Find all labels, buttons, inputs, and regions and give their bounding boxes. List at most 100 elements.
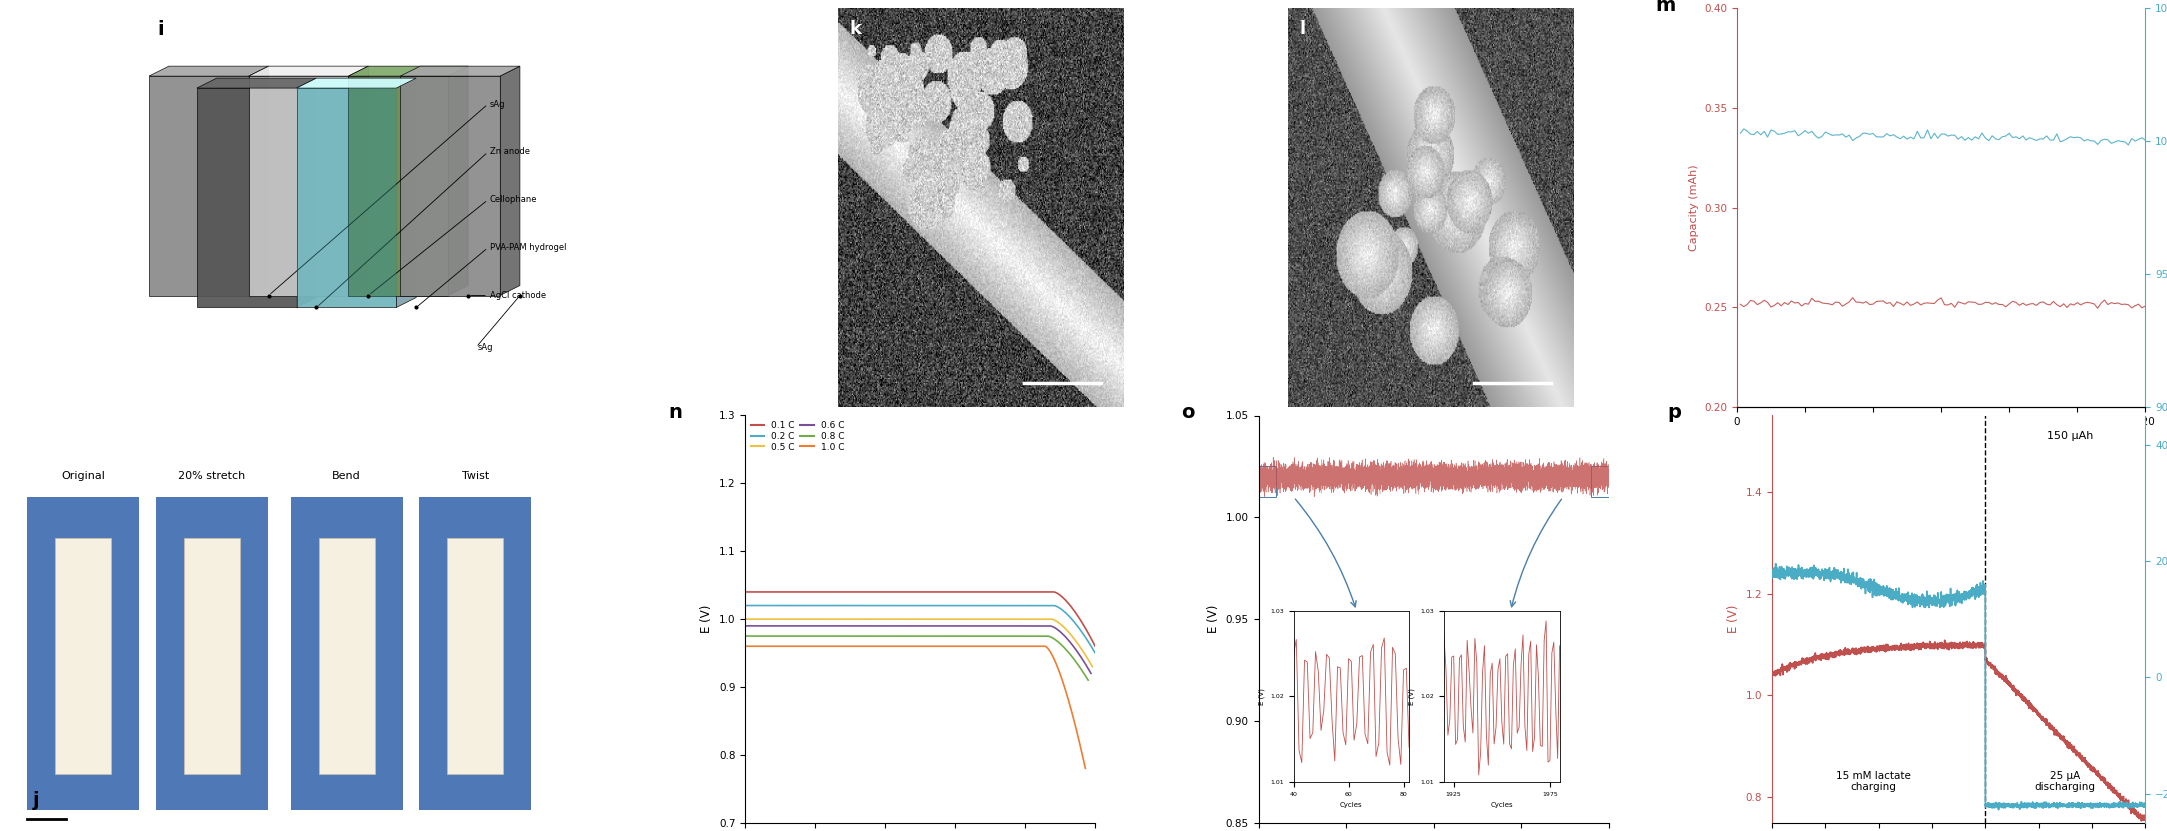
1.0 C [917,642,943,652]
0.5 C [897,614,923,624]
0.5 C [938,614,964,624]
Polygon shape [349,66,468,76]
Polygon shape [297,88,397,307]
0.8 C [732,631,758,641]
0.6 C [938,621,964,631]
0.8 C [1075,675,1101,685]
1.0 C [893,642,919,652]
0.1 C [921,587,947,597]
Polygon shape [420,497,531,810]
0.5 C [899,614,925,624]
Polygon shape [249,66,368,76]
Polygon shape [397,78,416,307]
0.1 C [899,587,925,597]
Polygon shape [150,66,269,76]
0.8 C [919,631,945,641]
Polygon shape [501,66,520,296]
1.0 C [1073,764,1099,774]
Text: k: k [849,20,862,38]
Line: 0.2 C: 0.2 C [745,606,1094,653]
Polygon shape [401,66,520,76]
Polygon shape [297,88,397,307]
0.6 C [1077,668,1103,678]
0.2 C [901,601,927,611]
Polygon shape [401,76,501,296]
0.6 C [1016,621,1042,631]
0.8 C [897,631,923,641]
0.2 C [940,601,966,611]
Text: l: l [1300,20,1305,38]
0.1 C [732,587,758,597]
Text: n: n [667,403,683,422]
Polygon shape [249,76,349,296]
Polygon shape [449,66,468,296]
Polygon shape [184,538,241,774]
0.1 C [901,587,927,597]
Polygon shape [349,76,449,296]
Text: 150 μAh: 150 μAh [2048,430,2093,440]
Text: sAg: sAg [479,343,494,352]
0.6 C [1070,655,1097,665]
Text: Original: Original [61,470,106,480]
0.8 C [1066,662,1092,672]
Bar [1259,466,1276,497]
Polygon shape [156,497,269,810]
Y-axis label: E (V): E (V) [700,605,713,633]
0.8 C [936,631,962,641]
1.0 C [895,642,921,652]
Text: 20% stretch: 20% stretch [178,470,245,480]
Polygon shape [297,78,316,307]
Polygon shape [150,76,249,296]
Text: Bend: Bend [332,470,362,480]
Text: Twist: Twist [462,470,490,480]
0.1 C [940,587,966,597]
0.6 C [897,621,923,631]
Text: o: o [1181,403,1194,422]
0.6 C [919,621,945,631]
Text: i: i [156,20,163,39]
Y-axis label: E (V): E (V) [1207,605,1220,633]
1.0 C [1012,642,1038,652]
0.1 C [1081,642,1107,652]
X-axis label: Cycles: Cycles [1922,432,1959,442]
Line: 0.8 C: 0.8 C [745,636,1088,680]
Line: 0.6 C: 0.6 C [745,626,1090,673]
0.1 C [1018,587,1044,597]
Polygon shape [446,538,503,774]
0.5 C [921,614,947,624]
0.2 C [1018,601,1044,611]
Y-axis label: Capacity (mAh): Capacity (mAh) [1688,165,1699,251]
Bar [1591,466,1608,497]
0.5 C [1070,648,1097,658]
Text: Zn anode: Zn anode [490,147,531,156]
0.2 C [732,601,758,611]
Text: p: p [1666,403,1682,422]
Text: AgCl cathode: AgCl cathode [490,291,546,300]
0.5 C [1016,614,1042,624]
Y-axis label: E (V): E (V) [1727,605,1740,633]
Line: 0.1 C: 0.1 C [745,592,1094,647]
Polygon shape [197,88,297,307]
Text: 25 μA
discharging: 25 μA discharging [2035,770,2095,792]
0.5 C [732,614,758,624]
Polygon shape [28,497,139,810]
0.6 C [732,621,758,631]
1.0 C [732,642,758,652]
Line: 0.5 C: 0.5 C [745,619,1092,666]
Text: Cellophane: Cellophane [490,195,537,204]
Polygon shape [349,66,368,296]
Text: m: m [1656,0,1675,15]
1.0 C [934,642,960,652]
Polygon shape [319,538,375,774]
Polygon shape [197,78,316,88]
Legend: 0.1 C, 0.2 C, 0.5 C, 0.6 C, 0.8 C, 1.0 C: 0.1 C, 0.2 C, 0.5 C, 0.6 C, 0.8 C, 1.0 C [748,417,847,455]
Text: PVA-PAM hydrogel: PVA-PAM hydrogel [490,243,566,252]
Polygon shape [56,538,111,774]
0.8 C [1014,631,1040,641]
Polygon shape [297,78,416,88]
0.2 C [1073,634,1099,644]
0.2 C [921,601,947,611]
0.6 C [899,621,925,631]
Polygon shape [290,497,403,810]
0.2 C [1081,648,1107,658]
